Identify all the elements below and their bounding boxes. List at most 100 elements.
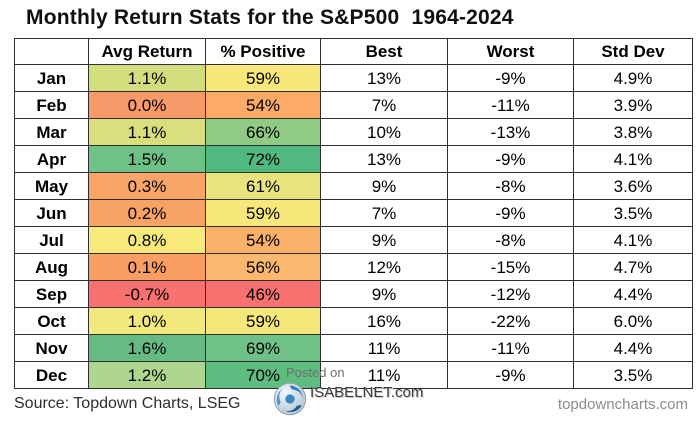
table-row: Sep -0.7% 46% 9% -12% 4.4% xyxy=(14,280,693,308)
header-month xyxy=(14,38,89,65)
best-cell: 9% xyxy=(320,280,448,308)
table-row: Dec 1.2% 70% 11% -9% 3.5% xyxy=(14,361,693,389)
month-cell: Oct xyxy=(14,307,89,335)
best-cell: 7% xyxy=(320,199,448,227)
month-cell: Jun xyxy=(14,199,89,227)
worst-cell: -11% xyxy=(447,91,574,119)
month-cell: Aug xyxy=(14,253,89,281)
std-dev-cell: 3.5% xyxy=(573,199,693,227)
avg-return-cell: 0.1% xyxy=(88,253,206,281)
avg-return-cell: 1.2% xyxy=(88,361,206,389)
best-cell: 9% xyxy=(320,172,448,200)
pct-positive-cell: 54% xyxy=(205,226,321,254)
header-avg-return: Avg Return xyxy=(88,38,206,65)
avg-return-cell: 1.5% xyxy=(88,145,206,173)
pct-positive-cell: 54% xyxy=(205,91,321,119)
best-cell: 9% xyxy=(320,226,448,254)
std-dev-cell: 3.5% xyxy=(573,361,693,389)
avg-return-cell: 1.6% xyxy=(88,334,206,362)
globe-icon xyxy=(273,382,307,416)
avg-return-cell: 0.3% xyxy=(88,172,206,200)
std-dev-cell: 4.7% xyxy=(573,253,693,281)
std-dev-cell: 6.0% xyxy=(573,307,693,335)
table-row: Oct 1.0% 59% 16% -22% 6.0% xyxy=(14,307,693,335)
month-cell: May xyxy=(14,172,89,200)
std-dev-cell: 3.8% xyxy=(573,118,693,146)
best-cell: 13% xyxy=(320,64,448,92)
topdowncharts-credit: topdowncharts.com xyxy=(557,396,688,413)
best-cell: 11% xyxy=(320,334,448,362)
month-cell: Mar xyxy=(14,118,89,146)
worst-cell: -12% xyxy=(447,280,574,308)
worst-cell: -13% xyxy=(447,118,574,146)
std-dev-cell: 4.9% xyxy=(573,64,693,92)
monthly-stats-table: Avg Return % Positive Best Worst Std Dev… xyxy=(14,38,693,389)
header-pct-positive: % Positive xyxy=(205,38,321,65)
header-std-dev: Std Dev xyxy=(573,38,693,65)
table-row: Aug 0.1% 56% 12% -15% 4.7% xyxy=(14,253,693,281)
best-cell: 16% xyxy=(320,307,448,335)
worst-cell: -8% xyxy=(447,226,574,254)
std-dev-cell: 4.1% xyxy=(573,226,693,254)
table-row: Jun 0.2% 59% 7% -9% 3.5% xyxy=(14,199,693,227)
best-cell: 7% xyxy=(320,91,448,119)
worst-cell: -8% xyxy=(447,172,574,200)
best-cell: 12% xyxy=(320,253,448,281)
table-row: Jan 1.1% 59% 13% -9% 4.9% xyxy=(14,64,693,92)
pct-positive-cell: 56% xyxy=(205,253,321,281)
header-worst: Worst xyxy=(447,38,574,65)
month-cell: Nov xyxy=(14,334,89,362)
avg-return-cell: 1.1% xyxy=(88,118,206,146)
table-header: Avg Return % Positive Best Worst Std Dev xyxy=(14,38,693,65)
best-cell: 10% xyxy=(320,118,448,146)
watermark-posted-on: Posted on xyxy=(286,365,345,380)
std-dev-cell: 3.9% xyxy=(573,91,693,119)
month-cell: Feb xyxy=(14,91,89,119)
table-row: Jul 0.8% 54% 9% -8% 4.1% xyxy=(14,226,693,254)
month-cell: Apr xyxy=(14,145,89,173)
header-row: Avg Return % Positive Best Worst Std Dev xyxy=(14,38,693,65)
avg-return-cell: 0.0% xyxy=(88,91,206,119)
pct-positive-cell: 46% xyxy=(205,280,321,308)
page-title: Monthly Return Stats for the S&P500 1964… xyxy=(26,6,514,29)
worst-cell: -22% xyxy=(447,307,574,335)
table-row: Feb 0.0% 54% 7% -11% 3.9% xyxy=(14,91,693,119)
month-cell: Jul xyxy=(14,226,89,254)
avg-return-cell: 0.8% xyxy=(88,226,206,254)
worst-cell: -9% xyxy=(447,199,574,227)
month-cell: Dec xyxy=(14,361,89,389)
best-cell: 11% xyxy=(320,361,448,389)
worst-cell: -15% xyxy=(447,253,574,281)
pct-positive-cell: 66% xyxy=(205,118,321,146)
source-credit: Source: Topdown Charts, LSEG xyxy=(14,395,241,412)
std-dev-cell: 4.4% xyxy=(573,280,693,308)
table-row: Apr 1.5% 72% 13% -9% 4.1% xyxy=(14,145,693,173)
avg-return-cell: 1.0% xyxy=(88,307,206,335)
best-cell: 13% xyxy=(320,145,448,173)
table-body: Jan 1.1% 59% 13% -9% 4.9% Feb 0.0% 54% 7% -11% 3.9%… xyxy=(14,64,693,389)
table-row: Mar 1.1% 66% 10% -13% 3.8% xyxy=(14,118,693,146)
worst-cell: -9% xyxy=(447,145,574,173)
pct-positive-cell: 59% xyxy=(205,307,321,335)
pct-positive-cell: 59% xyxy=(205,64,321,92)
pct-positive-cell: 69% xyxy=(205,334,321,362)
pct-positive-cell: 72% xyxy=(205,145,321,173)
avg-return-cell: 0.2% xyxy=(88,199,206,227)
std-dev-cell: 3.6% xyxy=(573,172,693,200)
pct-positive-cell: 70% xyxy=(205,361,321,389)
table-row: May 0.3% 61% 9% -8% 3.6% xyxy=(14,172,693,200)
month-cell: Jan xyxy=(14,64,89,92)
worst-cell: -9% xyxy=(447,361,574,389)
worst-cell: -11% xyxy=(447,334,574,362)
watermark-isabelnet: ISABELNET.com xyxy=(310,384,424,401)
std-dev-cell: 4.1% xyxy=(573,145,693,173)
month-cell: Sep xyxy=(14,280,89,308)
worst-cell: -9% xyxy=(447,64,574,92)
header-best: Best xyxy=(320,38,448,65)
pct-positive-cell: 59% xyxy=(205,199,321,227)
avg-return-cell: 1.1% xyxy=(88,64,206,92)
std-dev-cell: 4.4% xyxy=(573,334,693,362)
pct-positive-cell: 61% xyxy=(205,172,321,200)
table-row: Nov 1.6% 69% 11% -11% 4.4% xyxy=(14,334,693,362)
